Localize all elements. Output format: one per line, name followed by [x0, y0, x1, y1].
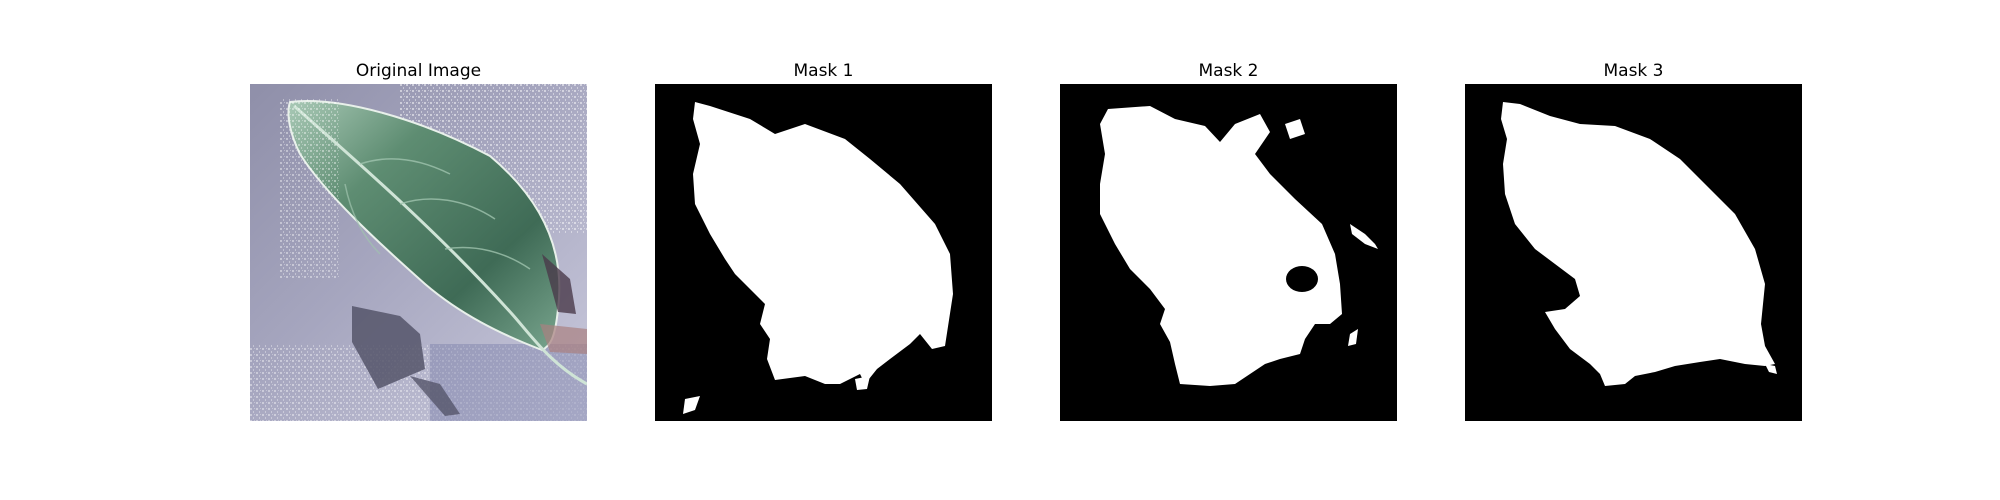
mask-1-image [655, 84, 992, 421]
leaf-vein [359, 158, 451, 175]
mask-region [1501, 102, 1775, 386]
panel-title-mask-3: Mask 3 [1603, 61, 1664, 81]
leaf-red-tint [540, 324, 587, 354]
panel-title-mask-1: Mask 1 [793, 61, 854, 81]
mask-hole [1286, 266, 1318, 292]
panel-title-mask-2: Mask 2 [1198, 61, 1259, 81]
leaf-vein [344, 183, 381, 255]
mask-fragment [1348, 329, 1358, 346]
mask-3-image [1465, 84, 1802, 421]
leaf-dark-edge [542, 254, 576, 314]
panel-mask-1: Mask 1 [655, 59, 992, 421]
leaf-midrib [293, 104, 587, 386]
mask-region [1100, 106, 1342, 386]
mask-region [693, 102, 953, 384]
leaf-shadow-stem [410, 376, 460, 416]
mask-fragment [855, 376, 870, 390]
bottom-right-surface [430, 344, 587, 421]
leaf-vein [399, 198, 496, 220]
mask-fragment [1765, 364, 1777, 374]
leaf-vein [444, 246, 531, 270]
panel-mask-3: Mask 3 [1465, 59, 1802, 421]
panel-original-image: Original Image [250, 59, 587, 421]
mask-fragment [1285, 119, 1305, 139]
original-leaf-image [250, 84, 587, 421]
panel-title-original-image: Original Image [355, 61, 482, 81]
speckle-leaf-edge [280, 99, 340, 279]
panel-mask-2: Mask 2 [1060, 59, 1397, 421]
mask-fragment [1350, 224, 1378, 249]
mask-2-image [1060, 84, 1397, 421]
mask-fragment [683, 396, 700, 414]
leaf-shadow [352, 306, 425, 389]
